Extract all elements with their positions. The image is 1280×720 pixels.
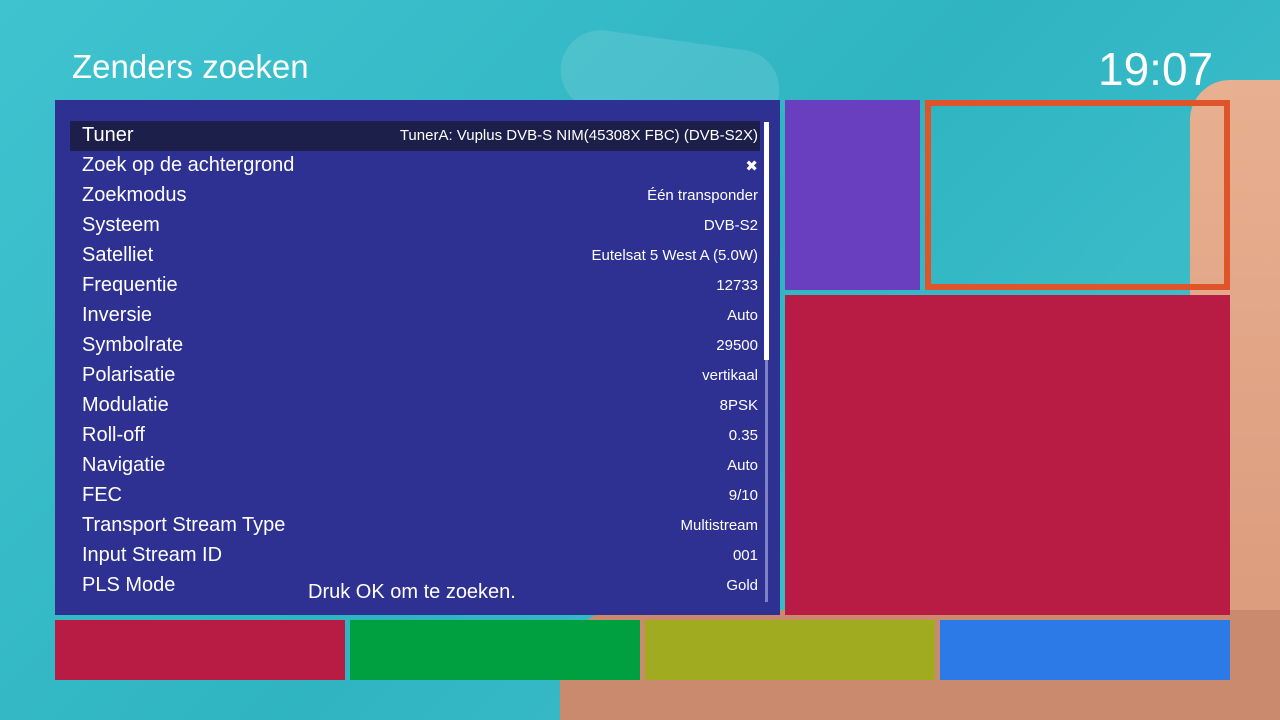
blue-button[interactable] xyxy=(940,620,1230,680)
setting-label: Input Stream ID xyxy=(82,544,223,566)
setting-label: Navigatie xyxy=(82,454,166,476)
green-button[interactable] xyxy=(350,620,640,680)
setting-row[interactable]: FEC 9/10 xyxy=(70,481,760,511)
setting-row[interactable]: Inversie Auto xyxy=(70,301,760,331)
setting-value[interactable]: Multistream xyxy=(680,517,758,534)
setting-value[interactable]: Auto xyxy=(727,457,758,474)
scrollbar-thumb[interactable] xyxy=(764,122,769,360)
settings-panel: Druk OK om te zoeken. Tuner TunerA: Vuplu… xyxy=(55,100,780,615)
setting-row[interactable]: Symbolrate 29500 xyxy=(70,331,760,361)
setting-label: Transport Stream Type xyxy=(82,514,286,536)
setting-label: FEC xyxy=(82,484,122,506)
setting-row[interactable]: PLS Mode Gold xyxy=(70,571,760,601)
setting-row[interactable]: Polarisatie vertikaal xyxy=(70,361,760,391)
setting-row[interactable]: Modulatie 8PSK xyxy=(70,391,760,421)
setting-label: Inversie xyxy=(82,304,153,326)
hint-text: Druk OK om te zoeken. xyxy=(308,581,516,603)
setting-label: Tuner xyxy=(82,124,134,146)
setting-label: Satelliet xyxy=(82,244,154,266)
setting-label: Zoekmodus xyxy=(82,184,187,206)
setting-row[interactable]: Zoek op de achtergrond ✖ xyxy=(70,151,760,181)
setting-value[interactable]: Gold xyxy=(726,577,758,594)
setting-value[interactable]: 0.35 xyxy=(728,427,758,444)
setting-value[interactable]: Eutelsat 5 West A (5.0W) xyxy=(591,247,758,264)
preview-crimson xyxy=(785,295,1230,615)
setting-label: Systeem xyxy=(82,214,160,236)
setting-label: Roll-off xyxy=(82,424,145,446)
setting-label: Zoek op de achtergrond xyxy=(82,154,295,176)
preview-frame xyxy=(925,100,1230,290)
setting-row[interactable]: Satelliet Eutelsat 5 West A (5.0W) xyxy=(70,241,760,271)
setting-value[interactable]: ✖ xyxy=(745,158,758,175)
setting-label: Polarisatie xyxy=(82,364,176,386)
preview-purple xyxy=(785,100,920,290)
setting-value[interactable]: 001 xyxy=(732,547,758,564)
page-title: Zenders zoeken xyxy=(72,48,309,85)
setting-row[interactable]: Roll-off 0.35 xyxy=(70,421,760,451)
setting-row[interactable]: Zoekmodus Één transponder xyxy=(70,181,760,211)
setting-row[interactable]: Frequentie 12733 xyxy=(70,271,760,301)
setting-row[interactable]: Navigatie Auto xyxy=(70,451,760,481)
setting-value[interactable]: 9/10 xyxy=(728,487,758,504)
setting-value[interactable]: 8PSK xyxy=(719,397,758,414)
setting-value[interactable]: Één transponder xyxy=(647,187,758,204)
red-button[interactable] xyxy=(55,620,345,680)
scrollbar-track[interactable] xyxy=(765,122,768,602)
setting-value[interactable]: 29500 xyxy=(716,337,758,354)
setting-label: Symbolrate xyxy=(82,334,184,356)
setting-value[interactable]: 12733 xyxy=(716,277,758,294)
setting-value[interactable]: TunerA: Vuplus DVB-S NIM(45308X FBC) (DV… xyxy=(399,127,758,144)
setting-value[interactable]: vertikaal xyxy=(702,367,758,384)
setting-label: Frequentie xyxy=(82,274,178,296)
setting-value[interactable]: Auto xyxy=(727,307,758,324)
setting-row[interactable]: Systeem DVB-S2 xyxy=(70,211,760,241)
yellow-button[interactable] xyxy=(645,620,935,680)
setting-row[interactable]: Input Stream ID 001 xyxy=(70,541,760,571)
setting-label: Modulatie xyxy=(82,394,169,416)
setting-label: PLS Mode xyxy=(82,574,176,596)
setting-value[interactable]: DVB-S2 xyxy=(703,217,758,234)
setting-row[interactable]: Transport Stream Type Multistream xyxy=(70,511,760,541)
clock: 19:07 xyxy=(1098,43,1214,95)
setting-row[interactable]: Tuner TunerA: Vuplus DVB-S NIM(45308X FBC… xyxy=(70,121,760,151)
